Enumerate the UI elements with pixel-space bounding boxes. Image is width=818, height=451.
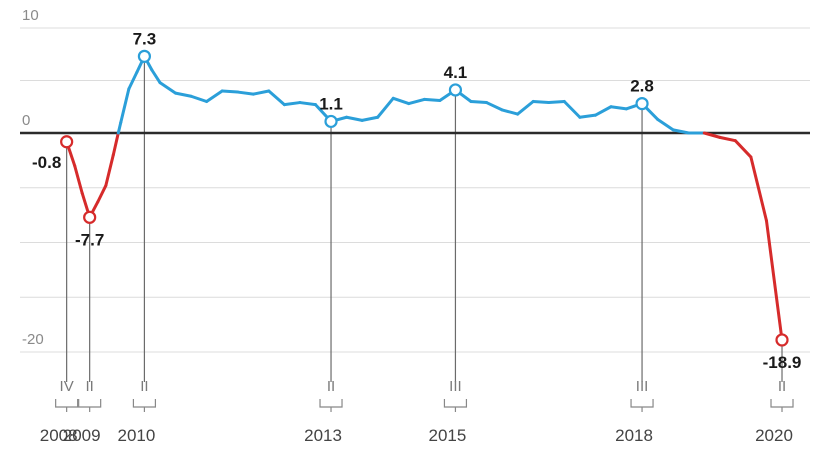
year-label: 2008 xyxy=(40,426,78,445)
series-segment xyxy=(562,100,582,119)
data-label: -0.8 xyxy=(32,153,61,172)
series-segment xyxy=(531,100,551,105)
year-label: 2015 xyxy=(429,426,467,445)
y-tick-label: 0 xyxy=(22,112,30,129)
data-label: 4.1 xyxy=(444,63,468,82)
series-segment xyxy=(205,89,224,103)
quarter-label: IV xyxy=(60,378,74,395)
quarter-label: III xyxy=(636,378,649,395)
series-segment xyxy=(547,100,566,105)
series-segment xyxy=(111,131,120,157)
year-bracket xyxy=(132,399,157,412)
series-segment xyxy=(718,135,737,143)
series-segment xyxy=(391,96,411,106)
series-segment xyxy=(516,100,535,116)
quarter-label: II xyxy=(85,378,93,395)
series-segment xyxy=(236,90,255,96)
year-label: 2009 xyxy=(63,426,101,445)
year-bracket xyxy=(630,399,654,412)
series-segment xyxy=(485,101,504,112)
data-label: -18.9 xyxy=(763,353,802,372)
highlight-points xyxy=(60,49,789,347)
series-segment xyxy=(96,184,108,204)
series-segment xyxy=(150,68,162,85)
series-segment xyxy=(733,139,753,159)
highlight-point xyxy=(448,83,463,97)
year-bracket xyxy=(443,399,468,412)
series-segment xyxy=(298,101,317,107)
data-label: -7.7 xyxy=(75,230,104,249)
highlight-point xyxy=(324,114,338,129)
series-segment xyxy=(360,115,380,122)
series-segment xyxy=(422,97,442,102)
grid-lines xyxy=(20,27,810,353)
series-segment xyxy=(116,121,123,135)
marker-drop-lines xyxy=(66,56,783,382)
series-segment xyxy=(671,128,691,135)
quarter-label: III xyxy=(449,378,462,395)
y-tick-label: -20 xyxy=(22,331,44,348)
series-segment xyxy=(407,97,426,106)
series-segment xyxy=(593,105,613,117)
year-bracket xyxy=(78,399,102,412)
year-bracket xyxy=(770,399,794,412)
series-segment xyxy=(345,115,364,122)
year-label: 2020 xyxy=(755,426,793,445)
series-segment xyxy=(174,91,193,98)
series-segment xyxy=(749,155,768,223)
series-segment xyxy=(282,101,302,107)
y-axis-ticks: 10 0 -20 xyxy=(22,7,44,348)
series-segment xyxy=(764,219,784,342)
data-label: 1.1 xyxy=(319,94,343,113)
highlight-point xyxy=(137,49,152,63)
series-segment xyxy=(267,89,286,107)
series-segment xyxy=(104,153,115,188)
series-segment xyxy=(656,117,675,132)
highlight-point xyxy=(60,135,74,149)
data-label: 7.3 xyxy=(133,29,157,48)
series-segment xyxy=(376,96,395,119)
x-axis-markers: IV 2008 II 2009 II 2010 II 2013 III 2015 III 2018 II… xyxy=(40,378,794,445)
series-segment xyxy=(158,81,178,95)
highlight-point xyxy=(635,96,649,111)
highlight-point xyxy=(83,210,97,224)
series-segment xyxy=(127,70,139,91)
series-segment xyxy=(251,89,271,96)
series-segment xyxy=(578,113,597,119)
series-segment xyxy=(500,108,520,116)
series-segment xyxy=(469,100,489,105)
quarter-label: II xyxy=(140,378,148,395)
data-label: 2.8 xyxy=(630,77,654,96)
series-segment xyxy=(702,131,722,139)
series-line xyxy=(65,54,784,342)
highlight-point xyxy=(775,333,789,347)
series-segment xyxy=(220,89,240,94)
quarter-label: II xyxy=(778,378,786,395)
series-segment xyxy=(189,94,209,103)
year-label: 2018 xyxy=(615,426,653,445)
year-bracket xyxy=(319,399,343,412)
series-segment xyxy=(73,164,84,195)
year-label: 2013 xyxy=(304,426,342,445)
data-labels: -0.8 -7.7 7.3 1.1 4.1 2.8 -18.9 xyxy=(32,29,801,372)
series-segment xyxy=(119,87,131,124)
series-segment xyxy=(609,105,628,111)
year-bracket xyxy=(55,399,79,412)
y-tick-label: 10 xyxy=(22,7,39,24)
quarter-label: II xyxy=(327,378,335,395)
year-label: 2010 xyxy=(117,426,155,445)
